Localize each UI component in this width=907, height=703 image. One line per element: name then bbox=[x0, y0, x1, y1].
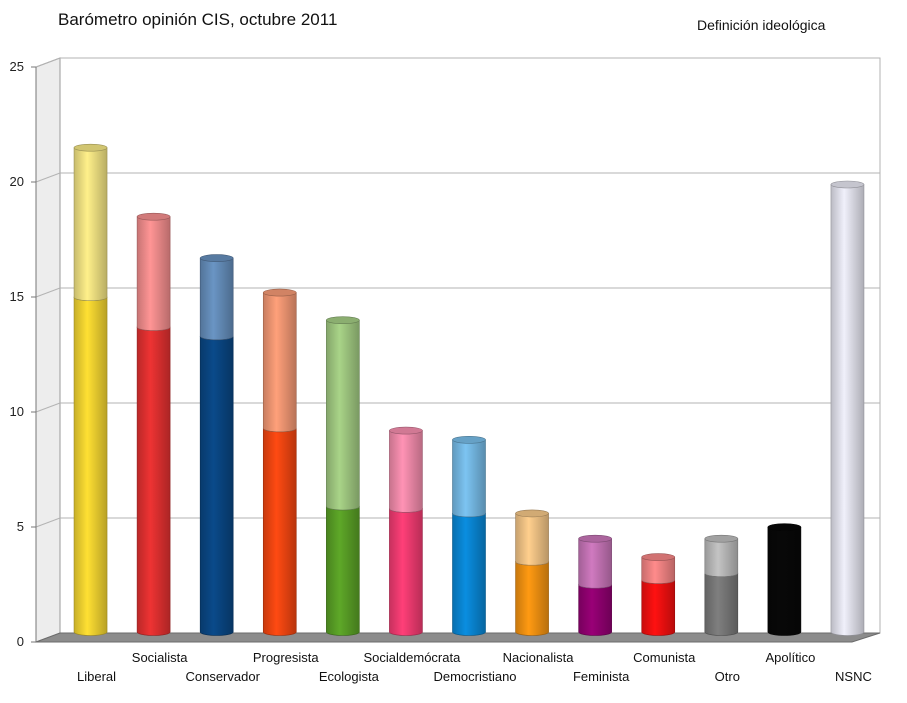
x-tick-label: Progresista bbox=[253, 650, 320, 665]
axes: 0 5 10 15 20 25 bbox=[10, 59, 37, 649]
x-tick-label: Socialista bbox=[132, 650, 188, 665]
bar-otro-segment-1 bbox=[704, 569, 739, 636]
bar-socialdemócrata-segment-1 bbox=[389, 504, 423, 636]
bar-socialdemócrata-segment-2 bbox=[389, 426, 423, 513]
x-axis-labels: Liberal Socialista Conservador Progresista E… bbox=[77, 650, 872, 684]
bars bbox=[73, 143, 865, 636]
x-tick-label: Conservador bbox=[185, 669, 260, 684]
bar-progresista-segment-1 bbox=[262, 424, 297, 636]
bar-otro-segment-2 bbox=[704, 534, 739, 577]
bar-progresista-segment-2 bbox=[262, 288, 297, 433]
bar-feminista-segment-2 bbox=[578, 534, 612, 589]
y-tick-label: 5 bbox=[17, 519, 24, 534]
y-tick-label: 25 bbox=[10, 59, 24, 74]
x-tick-label: Socialdemócrata bbox=[364, 650, 462, 665]
y-tick-label: 10 bbox=[10, 404, 24, 419]
bar-apolítico-segment-1 bbox=[767, 523, 802, 636]
bar-comunista-segment-2 bbox=[641, 553, 676, 584]
bar-conservador-segment-2 bbox=[199, 254, 234, 341]
bar-conservador-segment-1 bbox=[199, 332, 234, 636]
gridline-side bbox=[35, 287, 61, 298]
bar-socialista-segment-2 bbox=[136, 212, 171, 331]
bar-ecologista-segment-2 bbox=[326, 316, 360, 511]
gridline-side bbox=[35, 402, 61, 413]
x-tick-label: Democristiano bbox=[433, 669, 516, 684]
x-tick-label: Liberal bbox=[77, 669, 116, 684]
gridline-side bbox=[35, 172, 61, 183]
y-tick-label: 20 bbox=[10, 174, 24, 189]
bar-liberal-segment-2 bbox=[73, 143, 108, 301]
side-wall bbox=[35, 57, 61, 643]
bar-feminista-segment-1 bbox=[578, 580, 612, 636]
bar-nsnc-segment-2 bbox=[830, 180, 865, 636]
bar-nacionalista-segment-1 bbox=[515, 557, 549, 636]
bar-democristiano-segment-2 bbox=[452, 435, 486, 518]
x-tick-label: Apolítico bbox=[765, 650, 815, 665]
bar-liberal-segment-1 bbox=[73, 293, 108, 636]
chart-subtitle: Definición ideológica bbox=[697, 17, 826, 33]
x-tick-label: Comunista bbox=[633, 650, 696, 665]
bar-comunista-segment-1 bbox=[641, 576, 676, 636]
chart-title: Barómetro opinión CIS, octubre 2011 bbox=[58, 10, 337, 29]
bar-socialista-segment-1 bbox=[136, 323, 171, 636]
gridline-side bbox=[35, 57, 61, 68]
plot-floor bbox=[35, 632, 881, 643]
bar-ecologista-segment-1 bbox=[326, 502, 360, 636]
x-tick-label: Ecologista bbox=[319, 669, 380, 684]
y-tick-label: 0 bbox=[17, 634, 24, 649]
x-tick-label: Otro bbox=[715, 669, 740, 684]
x-tick-label: NSNC bbox=[835, 669, 872, 684]
bar-nacionalista-segment-2 bbox=[515, 509, 549, 566]
y-tick-label: 15 bbox=[10, 289, 24, 304]
gridline-side bbox=[35, 517, 61, 528]
bar-democristiano-segment-1 bbox=[452, 509, 486, 636]
x-tick-label: Nacionalista bbox=[503, 650, 575, 665]
x-tick-label: Feminista bbox=[573, 669, 630, 684]
